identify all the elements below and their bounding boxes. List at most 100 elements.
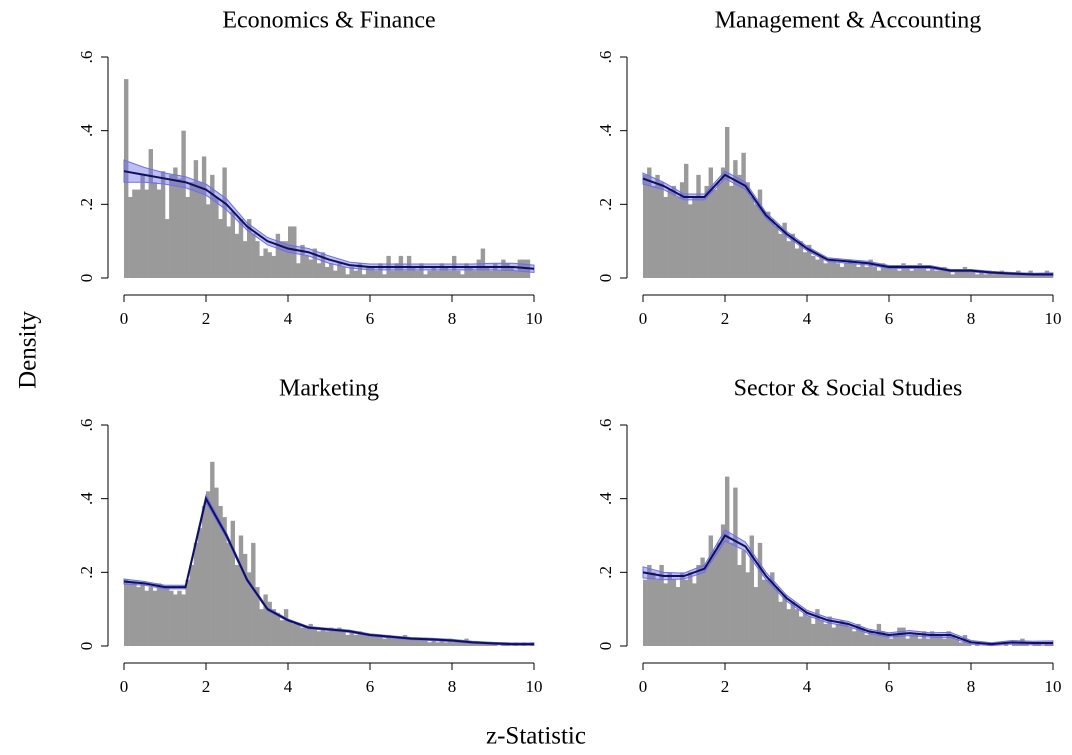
bar (1044, 642, 1050, 646)
bar (427, 270, 432, 278)
bar (304, 255, 309, 278)
bar (979, 270, 984, 278)
bar (839, 620, 845, 646)
bar (197, 528, 203, 646)
bar (1024, 642, 1029, 646)
y-tick-label: 0 (596, 274, 615, 283)
x-tick-label: 2 (202, 309, 211, 328)
bar (856, 266, 861, 278)
density-line (642, 173, 1053, 276)
bar (152, 182, 158, 278)
x-axis-label: z-Statistic (486, 723, 586, 750)
x-tick-label: 6 (366, 309, 375, 328)
bar (733, 487, 738, 646)
bar (279, 241, 285, 278)
bar (267, 252, 272, 278)
bar (815, 259, 820, 278)
bar (230, 520, 235, 646)
bar (790, 233, 795, 278)
bar (259, 609, 264, 646)
bar (921, 631, 927, 646)
bar (872, 634, 877, 646)
bar (390, 270, 395, 278)
y-axis-label: Density (15, 311, 42, 389)
bar (177, 178, 182, 278)
bar (942, 266, 947, 278)
bar (160, 587, 166, 646)
bar (333, 270, 338, 278)
bar (124, 579, 129, 646)
bar (802, 252, 808, 278)
bar (169, 174, 174, 278)
y-tick-label: .2 (596, 566, 615, 579)
bar (753, 587, 759, 646)
bar (655, 579, 660, 646)
bar (488, 270, 494, 278)
bar (913, 634, 918, 646)
bar (864, 634, 869, 646)
bar (725, 476, 730, 646)
bar (692, 196, 697, 278)
bar (848, 627, 853, 646)
bar (283, 609, 289, 646)
bar (165, 587, 170, 646)
x-tick-label: 0 (639, 677, 648, 696)
bar (716, 182, 722, 278)
bar (275, 233, 281, 278)
bar (778, 233, 783, 278)
bar (165, 219, 170, 278)
x-tick-label: 2 (721, 677, 730, 696)
bar (402, 270, 408, 278)
bar (917, 638, 923, 646)
bar (365, 634, 371, 646)
bar (1003, 274, 1009, 278)
bar (193, 542, 199, 646)
bar (704, 564, 709, 646)
bar (226, 542, 231, 646)
bar (464, 263, 469, 278)
bar (827, 616, 832, 646)
bar (815, 609, 820, 646)
bar (353, 634, 358, 646)
density-line (642, 534, 1053, 646)
bar (864, 266, 869, 278)
bar (238, 219, 244, 278)
bar (173, 167, 178, 278)
bar (406, 638, 412, 646)
bar (716, 542, 722, 646)
bar (349, 266, 354, 278)
bar (696, 174, 701, 278)
bar (647, 167, 652, 278)
bar (300, 244, 305, 278)
bar (370, 634, 375, 646)
bar (148, 149, 153, 278)
bar (324, 631, 330, 646)
bar (794, 248, 800, 278)
bar (320, 252, 326, 278)
bar (156, 583, 162, 646)
bar (197, 182, 203, 278)
bar (386, 634, 391, 646)
x-tick-label: 6 (366, 677, 375, 696)
bar (835, 263, 841, 278)
bar (304, 627, 309, 646)
bar (411, 638, 416, 646)
bar (402, 634, 408, 646)
bar (439, 638, 445, 646)
bar (991, 274, 996, 278)
bar (1012, 274, 1017, 278)
bar (292, 226, 297, 278)
bar (831, 627, 836, 646)
bar (337, 263, 342, 278)
bar (720, 167, 726, 278)
bar (708, 535, 713, 646)
bar (247, 219, 252, 278)
bar (725, 126, 730, 278)
bar (835, 623, 841, 646)
bar (144, 189, 149, 278)
bar (329, 627, 334, 646)
x-tick-label: 8 (967, 309, 976, 328)
bar (156, 189, 162, 278)
bar (177, 590, 182, 646)
bar (308, 259, 313, 278)
